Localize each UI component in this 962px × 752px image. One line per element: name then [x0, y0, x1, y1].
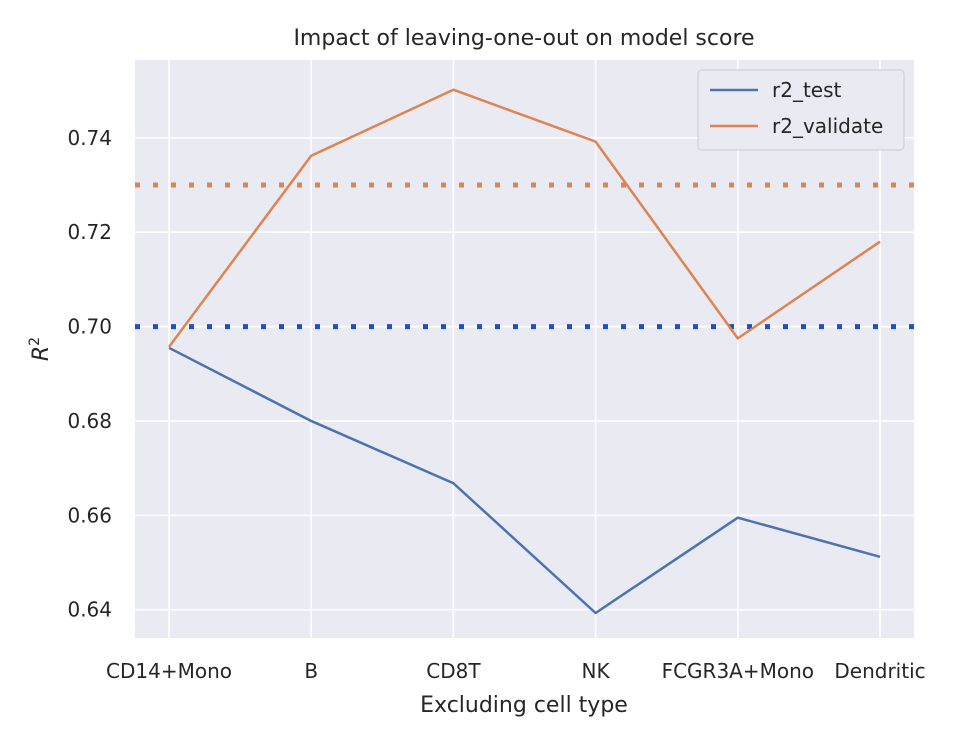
y-axis-label-superscript: 2: [27, 337, 43, 346]
x-tick-label: CD14+Mono: [106, 659, 232, 683]
chart-title: Impact of leaving-one-out on model score: [293, 26, 754, 51]
y-tick-label: 0.68: [67, 409, 112, 433]
x-tick-label: Dendritic: [834, 659, 925, 683]
y-tick-label: 0.72: [67, 220, 112, 244]
legend: r2_test r2_validate: [697, 69, 905, 151]
series-lines: [167, 88, 881, 615]
x-tick-label: B: [304, 659, 318, 683]
x-tick-labels: CD14+Mono B CD8T NK FCGR3A+Mono Dendritic: [106, 659, 926, 683]
y-tick-labels: 0.64 0.66 0.68 0.70 0.72 0.74: [67, 126, 112, 622]
x-axis-label: Excluding cell type: [420, 693, 628, 718]
x-tick-label: NK: [582, 659, 611, 683]
plot-background: [135, 60, 914, 638]
y-tick-label: 0.70: [67, 315, 112, 339]
x-tick-label: CD8T: [426, 659, 481, 683]
x-tick-label: FCGR3A+Mono: [662, 659, 814, 683]
legend-label-r2-test: r2_test: [772, 78, 842, 102]
legend-label-r2-validate: r2_validate: [772, 114, 883, 138]
series-line-r2-validate: [167, 88, 881, 348]
series-line-r2-test: [168, 346, 881, 615]
y-tick-label: 0.64: [67, 598, 112, 622]
y-axis-label: R2: [27, 337, 54, 361]
reference-lines: [135, 182, 914, 330]
y-tick-label: 0.74: [67, 126, 112, 150]
y-tick-label: 0.66: [67, 503, 112, 527]
y-axis-label-base: R: [29, 346, 54, 361]
